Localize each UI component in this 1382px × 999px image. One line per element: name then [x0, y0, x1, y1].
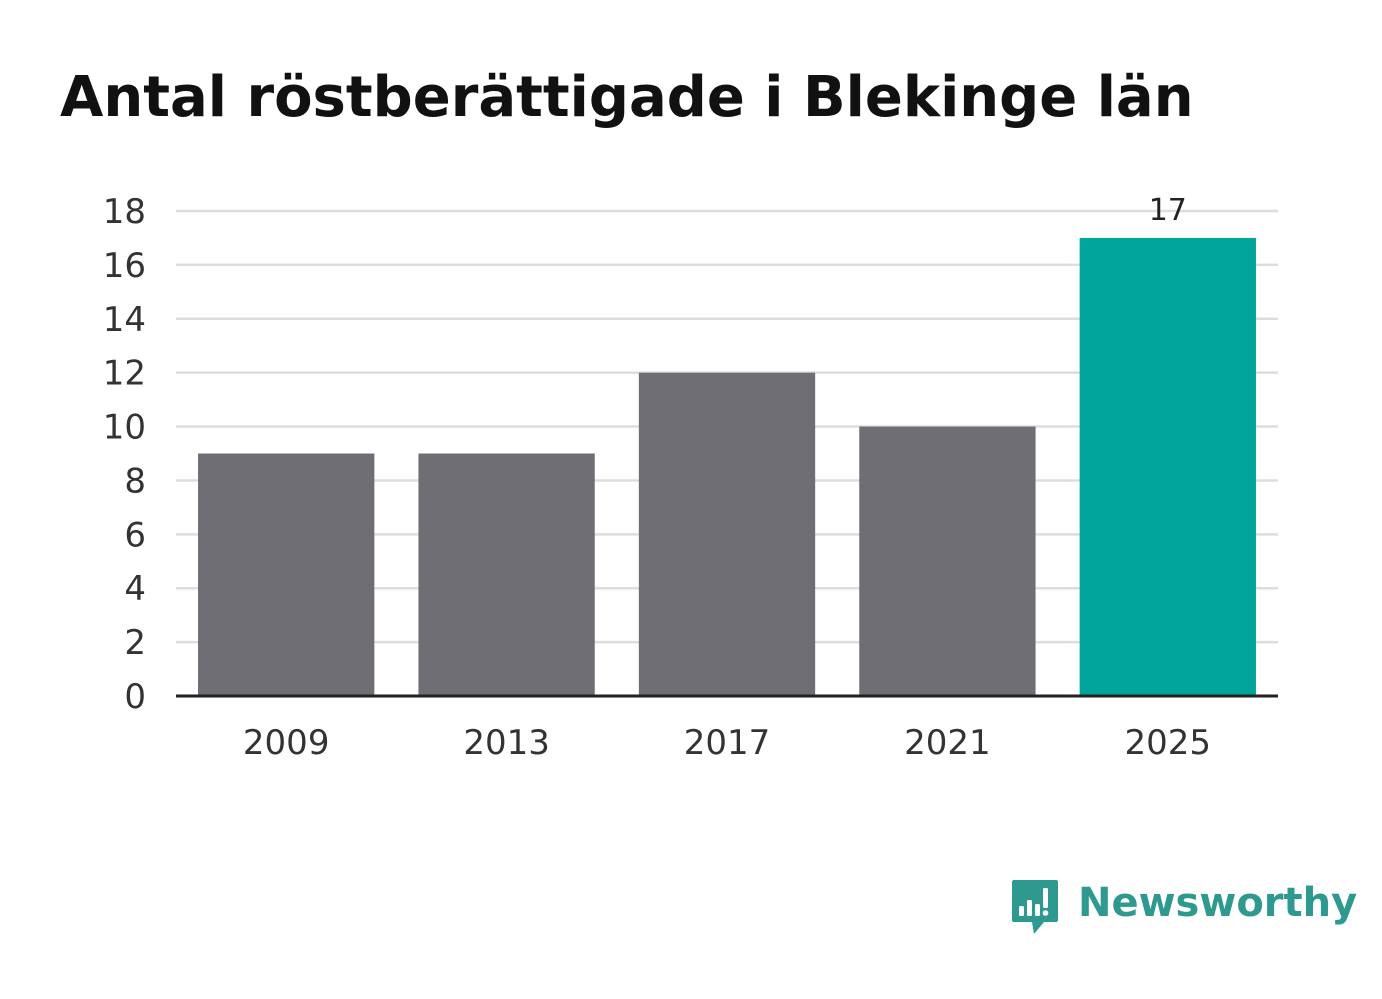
- y-tick-label: 8: [124, 461, 146, 501]
- y-tick-label: 0: [124, 677, 146, 717]
- bar: [418, 453, 595, 696]
- y-tick-label: 6: [124, 515, 146, 555]
- y-tick-label: 16: [103, 246, 146, 286]
- y-tick-label: 18: [103, 192, 146, 232]
- x-tick-label: 2025: [1125, 723, 1212, 763]
- newsworthy-logo: Newsworthy: [1010, 876, 1357, 940]
- x-tick-label: 2021: [904, 723, 991, 763]
- bar: [198, 453, 375, 696]
- y-tick-label: 4: [124, 569, 146, 609]
- y-tick-label: 10: [103, 408, 146, 448]
- y-tick-label: 2: [124, 623, 146, 663]
- bars: [198, 237, 1256, 696]
- bar: [859, 426, 1036, 696]
- y-tick-label: 12: [103, 354, 146, 394]
- x-tick-label: 2009: [243, 723, 330, 763]
- bar: [1079, 237, 1256, 696]
- y-tick-label: 14: [103, 300, 146, 340]
- newsworthy-chart-bubble-icon: [1012, 880, 1058, 934]
- labels: 0 2 4 6 8 10 12 14 16 18 2009 2013 2017 2021 2025 17: [103, 192, 1211, 763]
- x-tick-label: 2013: [463, 723, 550, 763]
- chart-title: Antal röstberättigade i Blekinge län: [60, 65, 1194, 130]
- x-tick-label: 2017: [684, 723, 771, 763]
- data-label: 17: [1149, 193, 1187, 228]
- brand-name: Newsworthy: [1078, 880, 1358, 926]
- bar: [638, 372, 816, 696]
